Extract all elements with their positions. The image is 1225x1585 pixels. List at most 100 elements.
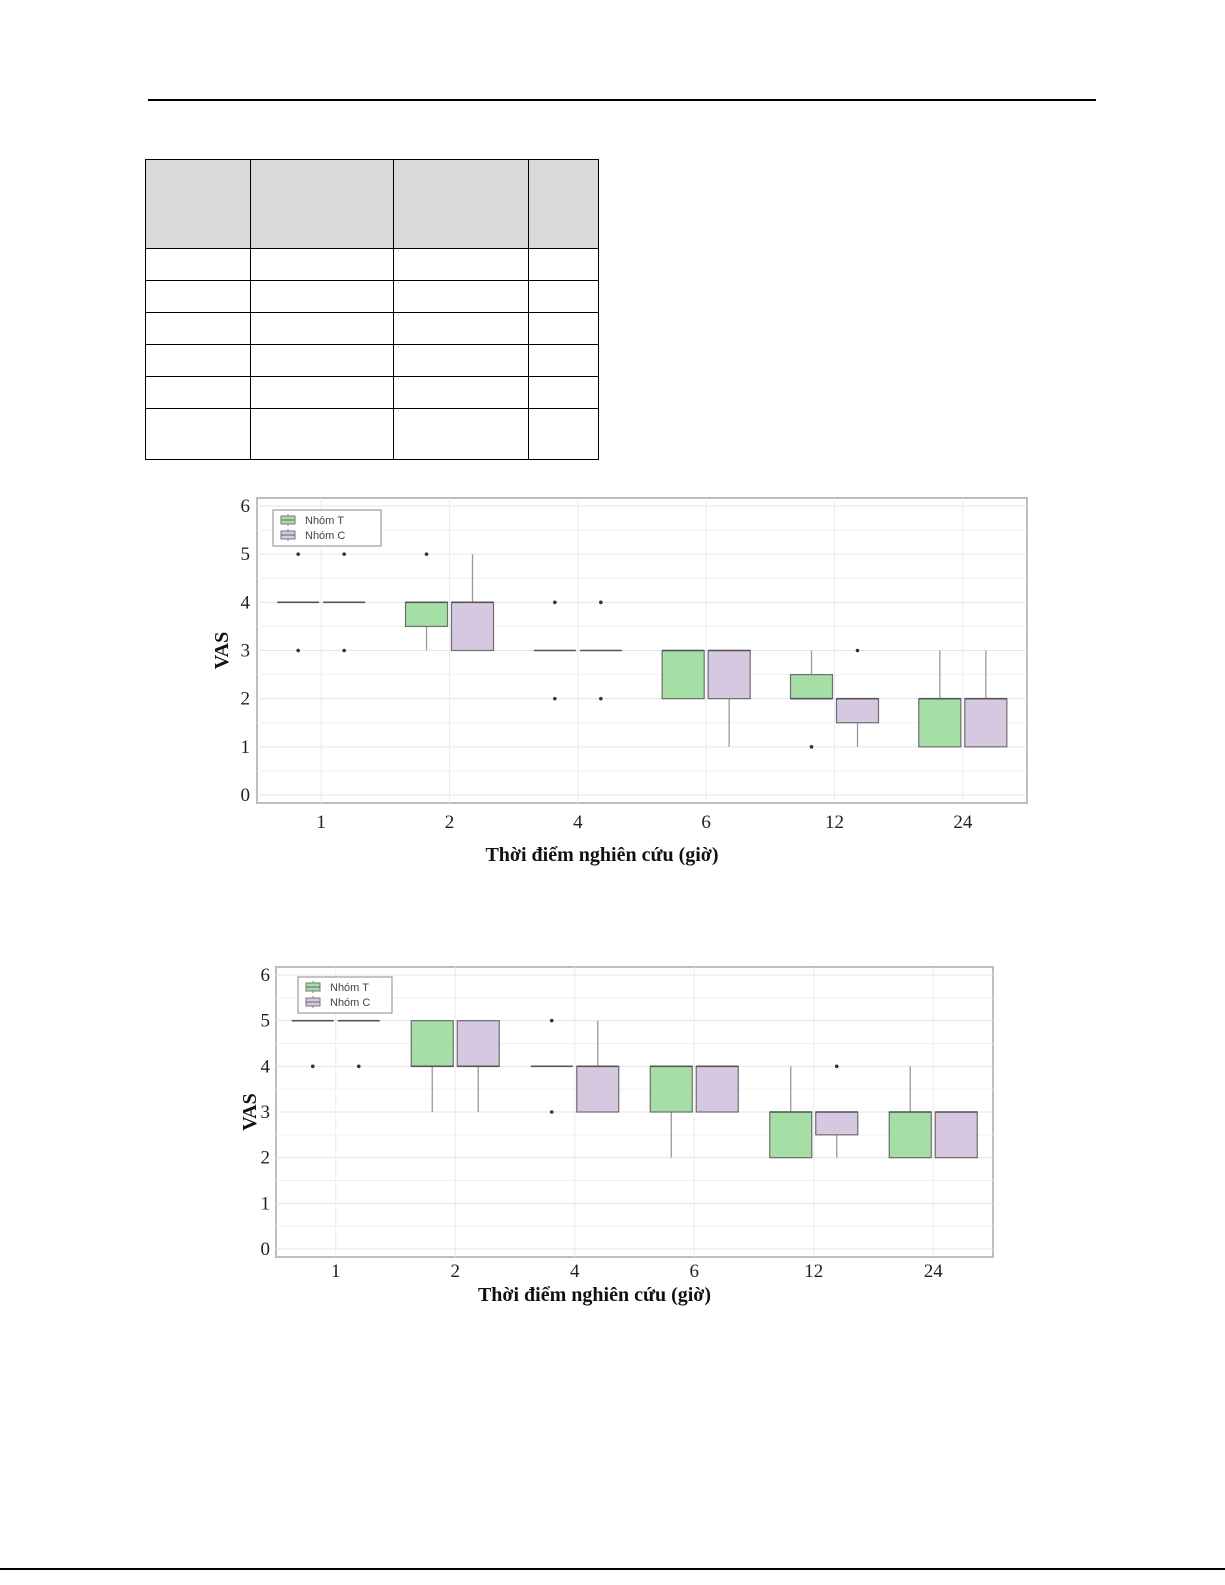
- table-header-row: [145, 159, 599, 249]
- x-tick-label: 1: [316, 812, 326, 833]
- y-tick-label: 4: [241, 592, 251, 613]
- y-tick-label: 5: [261, 1011, 271, 1032]
- y-tick-label: 3: [261, 1102, 271, 1123]
- table-header-cell: [145, 159, 251, 249]
- table-cell: [528, 312, 599, 345]
- box-nhom-c: [815, 1111, 859, 1136]
- x-tick-label: 24: [924, 1261, 944, 1282]
- table-cell: [393, 408, 529, 460]
- table-cell: [145, 408, 251, 460]
- y-tick-label: 3: [241, 641, 251, 662]
- x-tick-label: 2: [445, 812, 455, 833]
- x-tick-label: 6: [701, 812, 711, 833]
- table-row: [145, 280, 599, 313]
- y-tick-label: 6: [241, 496, 251, 517]
- table-row: [145, 408, 599, 460]
- table-header-cell: [393, 159, 529, 249]
- box-nhom-t: [789, 673, 834, 700]
- x-tick-label: 2: [451, 1261, 461, 1282]
- box-nhom-t: [769, 1111, 813, 1159]
- table-cell: [145, 248, 251, 281]
- y-tick-label: 0: [241, 785, 251, 806]
- box-nhom-c: [695, 1065, 739, 1113]
- header-rule: [148, 99, 1096, 101]
- y-tick-label: 2: [261, 1148, 271, 1169]
- outlier-point: [855, 648, 860, 653]
- table-cell: [528, 248, 599, 281]
- vas-boxplot-chart-2: 0 1 2 3 4 5 6 1 2 4 6 12 24 Thời điểm nghiên cứu (giờ…: [230, 963, 1005, 1308]
- x-tick-label: 12: [825, 812, 844, 833]
- box-nhom-t: [661, 649, 705, 700]
- table-cell: [145, 344, 251, 377]
- table-cell: [393, 280, 529, 313]
- y-tick-label: 1: [241, 737, 251, 758]
- box-nhom-c: [456, 1020, 500, 1067]
- table-row: [145, 344, 599, 377]
- table-cell: [250, 280, 394, 313]
- box-nhom-c: [707, 649, 751, 700]
- y-tick-label: 6: [261, 965, 271, 986]
- y-tick-label: 2: [241, 689, 251, 710]
- table-cell: [393, 312, 529, 345]
- table-header-cell: [250, 159, 394, 249]
- outlier-point: [342, 648, 346, 653]
- outlier-point: [310, 1064, 315, 1069]
- x-tick-label: 1: [331, 1261, 341, 1282]
- empty-table: [145, 159, 599, 460]
- outlier-point: [599, 600, 603, 605]
- x-axis-title: Thời điểm nghiên cứu (giờ): [478, 1284, 711, 1306]
- table-cell: [250, 376, 394, 409]
- legend-frame: [272, 509, 382, 547]
- y-tick-label: 5: [241, 544, 251, 565]
- box-nhom-t: [410, 1020, 454, 1067]
- box-nhom-c: [835, 698, 880, 724]
- outlier-point: [809, 745, 814, 749]
- box-nhom-c: [934, 1111, 978, 1159]
- table-row: [145, 312, 599, 345]
- box-nhom-c: [576, 1065, 620, 1113]
- x-tick-label: 4: [573, 812, 583, 833]
- outlier-point: [599, 696, 603, 701]
- table-cell: [393, 376, 529, 409]
- table-cell: [250, 248, 394, 281]
- table-header-cell: [528, 159, 599, 249]
- y-tick-label: 4: [261, 1056, 271, 1077]
- outlier-point: [553, 600, 557, 605]
- table-cell: [528, 376, 599, 409]
- outlier-point: [834, 1064, 839, 1069]
- legend-label: Nhóm C: [305, 530, 345, 542]
- outlier-point: [549, 1110, 554, 1114]
- table-row: [145, 248, 599, 281]
- table-cell: [528, 344, 599, 377]
- y-axis-title: VAS: [239, 1093, 261, 1130]
- table-cell: [145, 376, 251, 409]
- outlier-point: [296, 552, 300, 556]
- x-tick-label: 12: [804, 1261, 823, 1282]
- table-cell: [145, 312, 251, 345]
- table-cell: [528, 280, 599, 313]
- outlier-point: [553, 696, 557, 701]
- outlier-point: [296, 648, 300, 653]
- table-cell: [528, 408, 599, 460]
- box-nhom-t: [649, 1065, 693, 1113]
- box-nhom-c: [450, 601, 495, 652]
- table-row: [145, 376, 599, 409]
- outlier-point: [356, 1064, 361, 1069]
- vas-boxplot-chart-1: 0 1 2 3 4 5 6 1 2 4 6 12 24 Thời điểm nghiên cứu (giờ…: [200, 488, 1040, 878]
- x-tick-label: 6: [690, 1261, 700, 1282]
- box-nhom-t: [888, 1111, 932, 1159]
- box-nhom-t: [404, 601, 449, 628]
- legend-label: Nhóm T: [330, 982, 369, 994]
- box-nhom-c: [964, 698, 1008, 748]
- x-axis-title: Thời điểm nghiên cứu (giờ): [485, 844, 718, 866]
- y-axis-title: VAS: [211, 632, 233, 669]
- footer-rule: [0, 1568, 1225, 1570]
- legend-label: Nhóm T: [305, 515, 344, 527]
- outlier-point: [342, 552, 346, 556]
- y-tick-label: 1: [261, 1193, 271, 1214]
- outlier-point: [424, 552, 429, 556]
- outlier-point: [549, 1018, 554, 1023]
- table-cell: [393, 248, 529, 281]
